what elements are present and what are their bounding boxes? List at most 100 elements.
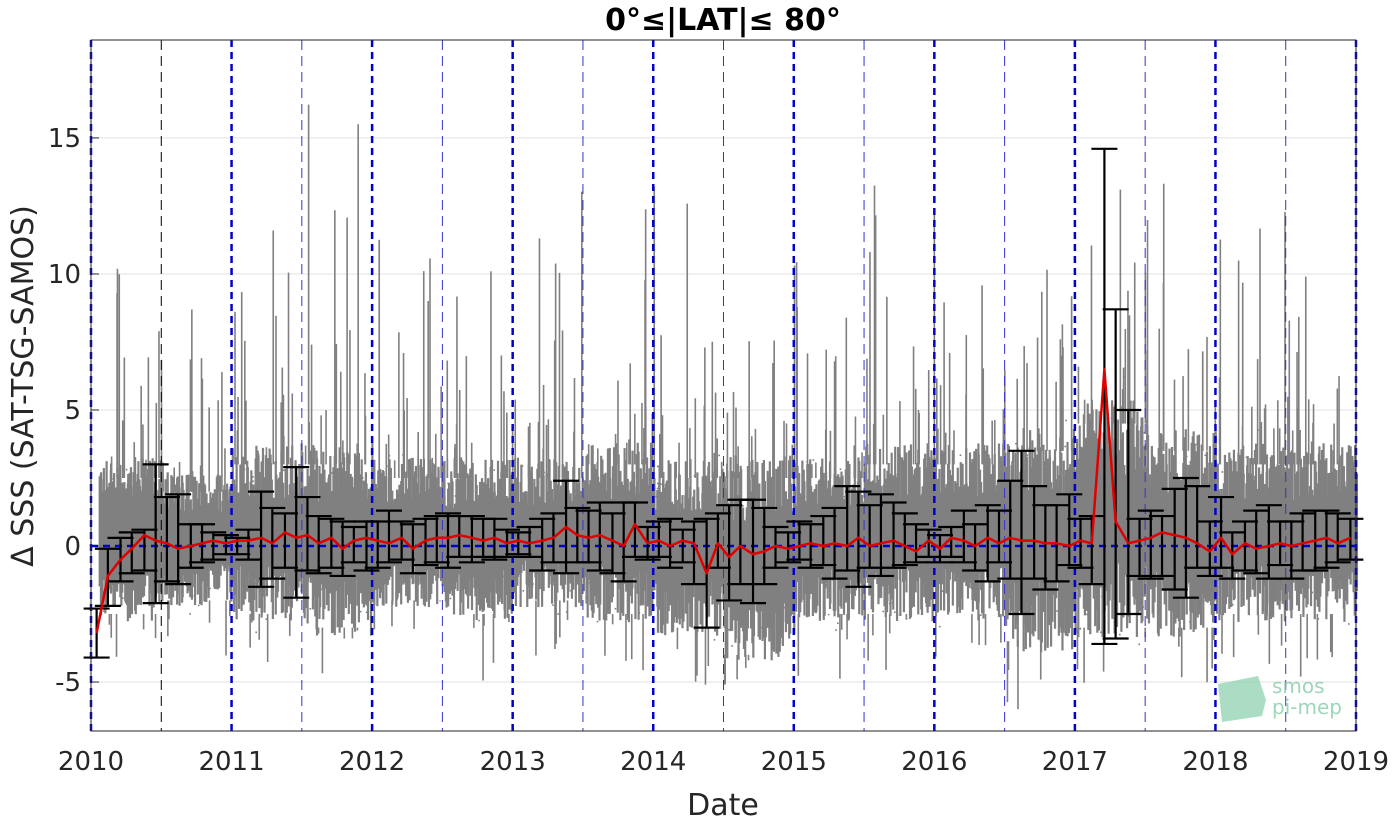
scatter-strip <box>1026 489 1030 633</box>
scatter-point <box>465 542 468 544</box>
scatter-point <box>229 511 231 514</box>
error-bar-59 <box>775 531 802 564</box>
scatter-point <box>802 490 804 493</box>
scatter-low-spike <box>1007 641 1010 671</box>
scatter-point <box>1017 503 1019 506</box>
scatter-strip <box>895 477 899 622</box>
scatter-point <box>654 549 656 552</box>
scatter-point <box>629 497 632 499</box>
scatter-point <box>250 569 253 572</box>
scatter-point <box>144 555 147 558</box>
scatter-strip <box>1224 492 1228 605</box>
scatter-point <box>678 565 680 567</box>
error-bar-69 <box>891 512 918 567</box>
scatter-low-spike <box>704 627 707 685</box>
scatter-point <box>811 536 814 538</box>
scatter-spike <box>1077 366 1080 424</box>
scatter-point <box>1086 613 1088 616</box>
scatter-point <box>572 523 575 526</box>
scatter-strip <box>501 461 504 571</box>
scatter-strip <box>430 472 433 594</box>
scatter-point <box>898 525 901 527</box>
scatter-spike <box>634 413 636 465</box>
scatter-strip <box>637 451 640 620</box>
scatter-point <box>257 453 260 456</box>
scatter-point <box>925 549 928 552</box>
scatter-spike <box>166 475 169 492</box>
scatter-point <box>683 527 686 530</box>
scatter-strip <box>182 489 185 576</box>
scatter-low-spike <box>321 627 324 674</box>
scatter-spike <box>490 271 492 478</box>
scatter-point <box>488 515 491 518</box>
scatter-point <box>493 611 495 614</box>
scatter-strip <box>1059 437 1062 611</box>
scatter-point <box>510 584 512 586</box>
scatter-low-spike <box>797 614 800 676</box>
scatter-point <box>368 565 371 568</box>
scatter-low-spike <box>251 614 253 623</box>
scatter-point <box>731 566 733 569</box>
scatter-point <box>741 625 744 628</box>
scatter-strip <box>1312 495 1315 577</box>
scatter-point <box>687 507 690 509</box>
scatter-point <box>1075 509 1078 511</box>
scatter-strip <box>117 494 120 585</box>
scatter-point <box>706 481 709 484</box>
scatter-point <box>264 557 266 560</box>
scatter-point <box>1073 490 1075 492</box>
scatter-strip <box>1111 439 1114 619</box>
scatter-point <box>557 539 559 542</box>
scatter-point <box>860 561 862 564</box>
scatter-point <box>413 512 416 514</box>
scatter-cluster-14 <box>1074 189 1147 683</box>
scatter-spike <box>145 459 147 478</box>
scatter-point <box>313 465 315 468</box>
scatter-point <box>953 519 956 522</box>
scatter-point <box>626 599 629 602</box>
scatter-point <box>439 497 441 499</box>
scatter-point <box>338 624 340 627</box>
scatter-spike <box>853 445 856 478</box>
scatter-spike <box>191 471 194 492</box>
scatter-low-spike <box>1331 614 1333 658</box>
scatter-spike <box>527 426 530 478</box>
scatter-strip <box>801 460 804 577</box>
scatter-strip <box>537 463 540 608</box>
error-bar-50 <box>669 528 696 564</box>
scatter-point <box>357 495 360 498</box>
scatter-spike <box>573 378 576 478</box>
scatter-strip <box>1320 449 1324 569</box>
scatter-point <box>411 503 413 505</box>
scatter-point <box>1194 443 1197 446</box>
scatter-spike <box>659 434 661 478</box>
scatter-point <box>373 484 375 487</box>
scatter-point <box>128 570 130 573</box>
scatter-point <box>233 501 235 503</box>
scatter-point <box>499 502 501 504</box>
scatter-spike <box>834 356 837 478</box>
scatter-point <box>775 502 778 504</box>
scatter-spike <box>1162 183 1165 451</box>
error-bar-78 <box>997 479 1024 580</box>
scatter-point <box>749 531 751 534</box>
scatter-spike <box>378 239 381 478</box>
scatter-point <box>1107 564 1110 567</box>
scatter-point <box>882 610 884 613</box>
scatter-point <box>749 575 752 578</box>
scatter-strip <box>508 485 511 610</box>
error-bar-89 <box>1126 517 1153 578</box>
scatter-point <box>181 543 184 545</box>
scatter-low-spike <box>971 614 973 643</box>
scatter-strip <box>1338 455 1341 599</box>
scatter-point <box>1143 431 1146 434</box>
scatter-point <box>814 568 816 571</box>
scatter-point <box>665 530 668 533</box>
scatter-point <box>948 485 951 487</box>
scatter-strip <box>585 455 588 604</box>
scatter-point <box>1027 582 1029 585</box>
error-bar-102 <box>1278 520 1305 580</box>
scatter-point <box>589 488 591 490</box>
scatter-point <box>1132 556 1135 558</box>
scatter-point <box>948 542 951 545</box>
